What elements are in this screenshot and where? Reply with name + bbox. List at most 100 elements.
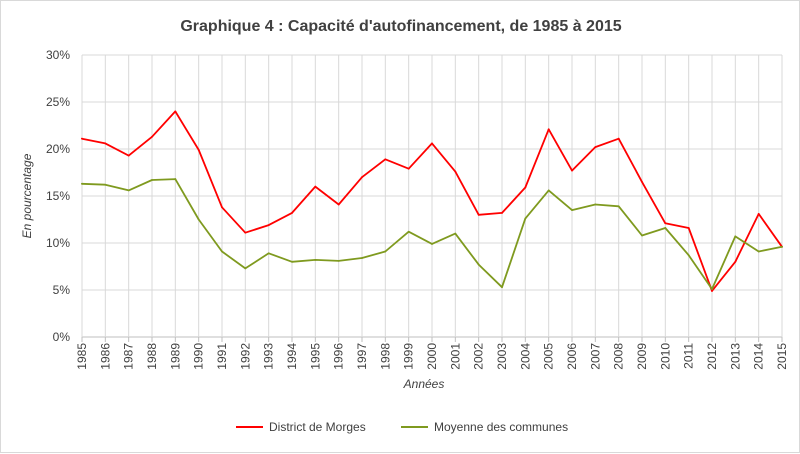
x-tick-label: 1991 (215, 343, 229, 370)
x-tick-label: 2006 (565, 343, 579, 370)
data-point (384, 158, 387, 161)
data-point (361, 257, 363, 259)
x-tick-label: 2003 (495, 343, 509, 370)
data-point (477, 263, 480, 266)
x-tick-label: 1996 (332, 343, 346, 370)
data-point (407, 230, 410, 233)
data-point (431, 142, 433, 145)
data-point (641, 234, 643, 237)
data-point (291, 260, 293, 263)
x-tick-label: 2007 (588, 343, 602, 370)
x-tick-label: 1993 (262, 343, 276, 370)
data-point (151, 135, 153, 138)
y-tick-label: 5% (53, 283, 71, 297)
data-point (687, 227, 690, 229)
data-point (221, 250, 223, 253)
data-point (501, 212, 503, 214)
x-tick-label: 1994 (285, 343, 299, 370)
data-point (664, 227, 667, 229)
data-point (174, 110, 177, 113)
y-tick-label: 30% (46, 48, 70, 62)
data-point (314, 185, 317, 188)
data-point (127, 154, 130, 157)
legend-label: Moyenne des communes (434, 420, 568, 434)
data-point (104, 183, 107, 186)
x-tick-label: 1988 (145, 343, 159, 370)
data-point (384, 250, 387, 253)
data-point (524, 217, 527, 220)
y-tick-label: 25% (46, 95, 70, 109)
data-point (617, 205, 620, 208)
y-tick-label: 0% (53, 330, 71, 344)
chart-title: Graphique 4 : Capacité d'autofinancement… (180, 18, 621, 35)
data-point (454, 232, 457, 235)
data-point (664, 222, 667, 225)
x-tick-label: 2005 (542, 343, 556, 370)
data-point (711, 288, 713, 290)
data-point (291, 212, 293, 214)
data-point (501, 286, 503, 289)
data-point (617, 137, 620, 140)
data-point (594, 203, 597, 206)
x-tick-label: 1986 (98, 343, 112, 370)
data-point (594, 146, 597, 149)
data-point (781, 245, 783, 248)
x-tick-label: 1989 (168, 343, 182, 370)
data-point (734, 235, 737, 238)
data-point (361, 176, 363, 179)
data-point (547, 189, 550, 192)
data-point (337, 203, 340, 206)
x-tick-label: 2009 (635, 343, 649, 370)
data-point (197, 218, 200, 221)
data-point (244, 267, 247, 270)
data-point (407, 167, 410, 170)
x-tick-label: 1995 (308, 343, 322, 370)
data-point (174, 178, 177, 180)
data-point (337, 259, 340, 262)
data-point (267, 252, 270, 255)
x-tick-label: 2000 (425, 343, 439, 370)
x-tick-label: 2001 (448, 343, 462, 370)
x-tick-label: 2002 (472, 343, 486, 370)
data-point (734, 260, 737, 263)
data-point (81, 182, 83, 185)
data-point (757, 250, 760, 253)
x-tick-label: 2004 (518, 343, 532, 370)
data-point (151, 179, 153, 181)
data-point (477, 213, 480, 216)
x-tick-label: 1992 (238, 343, 252, 370)
data-point (757, 212, 760, 215)
data-point (711, 290, 713, 292)
y-axis-ticks: 0% 5% 10% 15% 20% 25% 30% (46, 48, 70, 344)
x-tick-label: 2015 (775, 343, 789, 370)
data-point (104, 142, 107, 145)
x-tick-label: 1990 (192, 343, 206, 370)
data-point (81, 137, 83, 140)
data-point (687, 254, 690, 257)
data-point (547, 128, 550, 131)
legend: District de Morges Moyenne des communes (236, 420, 568, 434)
x-tick-label: 1985 (75, 343, 89, 370)
y-tick-label: 10% (46, 236, 70, 250)
x-tick-label: 2014 (752, 343, 766, 370)
data-point (571, 209, 573, 212)
data-point (314, 259, 317, 261)
data-point (267, 224, 270, 227)
x-axis-ticks: 1985 1986 1987 1988 1989 1990 1991 1992 1993 1994… (75, 337, 789, 370)
data-point (524, 186, 527, 189)
x-tick-label: 1987 (122, 343, 136, 370)
x-tick-label: 2012 (705, 343, 719, 370)
y-tick-label: 20% (46, 142, 70, 156)
x-tick-label: 1999 (402, 343, 416, 370)
x-tick-label: 1997 (355, 343, 369, 370)
gridlines (81, 54, 783, 338)
x-tick-label: 2008 (612, 343, 626, 370)
data-point (641, 181, 643, 183)
data-point (127, 189, 130, 192)
data-point (244, 231, 247, 234)
x-tick-label: 2013 (728, 343, 742, 370)
x-axis-title: Années (403, 377, 445, 391)
data-point (197, 149, 200, 151)
